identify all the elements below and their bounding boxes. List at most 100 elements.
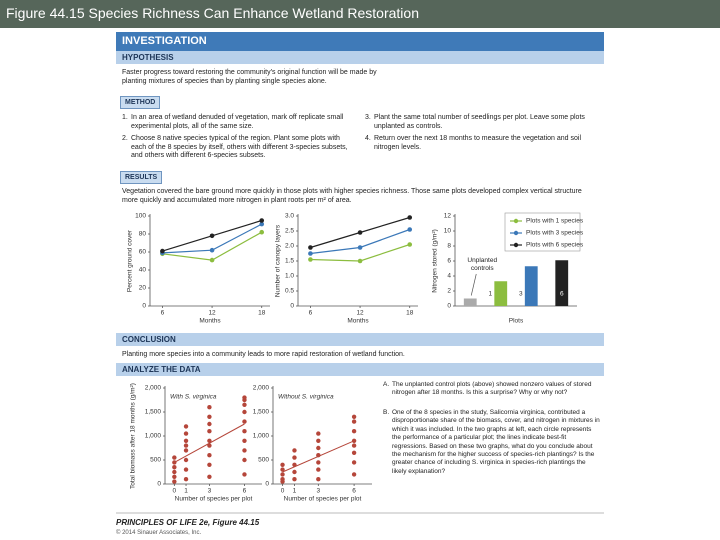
bar	[555, 260, 569, 306]
data-point	[242, 448, 247, 453]
data-point	[357, 245, 363, 250]
y-tick-label: 0	[290, 303, 294, 310]
chart-title: Without S. virginica	[278, 394, 334, 401]
x-axis-label: Months	[347, 318, 369, 325]
data-point	[242, 409, 247, 415]
slide-title: Figure 44.15 Species Richness Can Enhanc…	[6, 5, 419, 21]
data-point	[351, 450, 357, 455]
section-heading: HYPOTHESIS	[116, 51, 604, 64]
y-tick-label: 1.5	[285, 258, 294, 265]
data-point	[207, 462, 212, 467]
y-tick-label: 2	[447, 288, 451, 295]
bar	[524, 266, 538, 306]
data-point	[242, 402, 247, 407]
y-tick-label: 2.0	[285, 243, 294, 250]
data-point	[172, 474, 177, 479]
data-point	[308, 245, 313, 250]
data-point	[292, 477, 297, 482]
step-text: In an area of wetland denuded of vegetat…	[131, 114, 344, 130]
x-axis-label: Number of species per plot	[175, 496, 253, 503]
y-tick-label: 0	[142, 303, 146, 310]
question: A. The unplanted control plots (above) sh…	[383, 381, 600, 398]
x-tick-label: 6	[243, 488, 247, 495]
x-tick-label: 18	[406, 310, 414, 317]
data-point	[357, 230, 363, 235]
y-tick-label: 1,000	[253, 433, 270, 440]
method-step: 1. In an area of wetland denuded of veget…	[122, 114, 357, 131]
data-point	[207, 474, 212, 479]
data-point	[316, 460, 321, 465]
y-tick-label: 0	[157, 481, 161, 488]
legend-marker	[513, 218, 519, 224]
y-tick-label: 4	[447, 273, 451, 280]
bar-label: 6	[560, 291, 564, 298]
data-point	[183, 457, 189, 463]
y-tick-label: 500	[150, 457, 161, 464]
y-tick-label: 8	[447, 243, 451, 250]
fit-line	[174, 423, 245, 463]
y-tick-label: 80	[139, 231, 147, 238]
y-tick-label: 6	[447, 258, 451, 265]
method-step: 4. Return over the next 18 months to meas…	[365, 135, 599, 152]
data-point	[172, 465, 177, 470]
data-point	[242, 429, 247, 434]
data-point	[207, 443, 212, 448]
question-letter: B.	[383, 409, 390, 416]
data-point	[407, 215, 413, 220]
data-point	[292, 469, 297, 475]
y-tick-label: 2.5	[285, 228, 294, 235]
x-tick-label: 1	[184, 488, 188, 495]
annotation-arrow	[470, 273, 477, 296]
x-tick-label: 12	[356, 310, 364, 317]
data-point	[351, 419, 357, 424]
x-axis-label: Months	[199, 318, 221, 325]
question: B. One of the 8 species in the study, Sal…	[383, 409, 600, 476]
data-point	[316, 477, 321, 482]
data-point	[351, 460, 357, 465]
data-point	[160, 248, 165, 254]
data-point	[308, 251, 313, 256]
y-tick-label: 2,000	[145, 385, 162, 392]
data-point	[407, 227, 413, 232]
question-letter: A.	[383, 381, 390, 388]
x-tick-label: 6	[309, 310, 313, 317]
y-tick-label: 1.0	[285, 273, 294, 280]
data-point	[308, 257, 313, 262]
data-point	[242, 438, 247, 443]
footer-copyright: © 2014 Sinauer Associates, Inc.	[116, 530, 202, 536]
title-bar: Figure 44.15 Species Richness Can Enhanc…	[0, 0, 720, 28]
y-tick-label: 12	[444, 213, 452, 220]
data-point	[172, 455, 177, 460]
y-tick-label: 40	[139, 267, 147, 274]
data-point	[259, 221, 265, 227]
data-point	[183, 477, 189, 482]
y-axis-label: Nitrogen stored (g/m²)	[432, 229, 439, 293]
y-tick-label: 60	[139, 249, 147, 256]
data-point	[292, 448, 297, 453]
y-tick-label: 0	[265, 481, 269, 488]
data-point	[316, 467, 321, 472]
hypothesis-text: Faster progress toward restoring the com…	[122, 69, 377, 85]
data-point	[259, 229, 265, 235]
y-tick-label: 500	[258, 457, 269, 464]
data-point	[172, 469, 177, 475]
legend-label: Plots with 6 species	[526, 242, 584, 249]
step-text: Choose 8 native species typical of the r…	[131, 135, 348, 159]
step-number: 4.	[365, 135, 371, 142]
y-axis-label: Total biomass after 18 months (g/m²)	[130, 383, 137, 489]
x-tick-label: 0	[281, 488, 285, 495]
data-point	[183, 448, 189, 453]
section-heading: ANALYZE THE DATA	[116, 363, 604, 376]
step-text: Return over the next 18 months to measur…	[374, 135, 582, 151]
data-point	[183, 431, 189, 436]
data-point	[209, 247, 215, 253]
x-tick-label: 1	[293, 488, 297, 495]
y-tick-label: 0	[447, 303, 451, 310]
step-number: 3.	[365, 114, 371, 121]
data-point	[351, 429, 357, 434]
data-point	[207, 429, 212, 434]
x-tick-label: 3	[317, 488, 321, 495]
data-point	[207, 453, 212, 458]
